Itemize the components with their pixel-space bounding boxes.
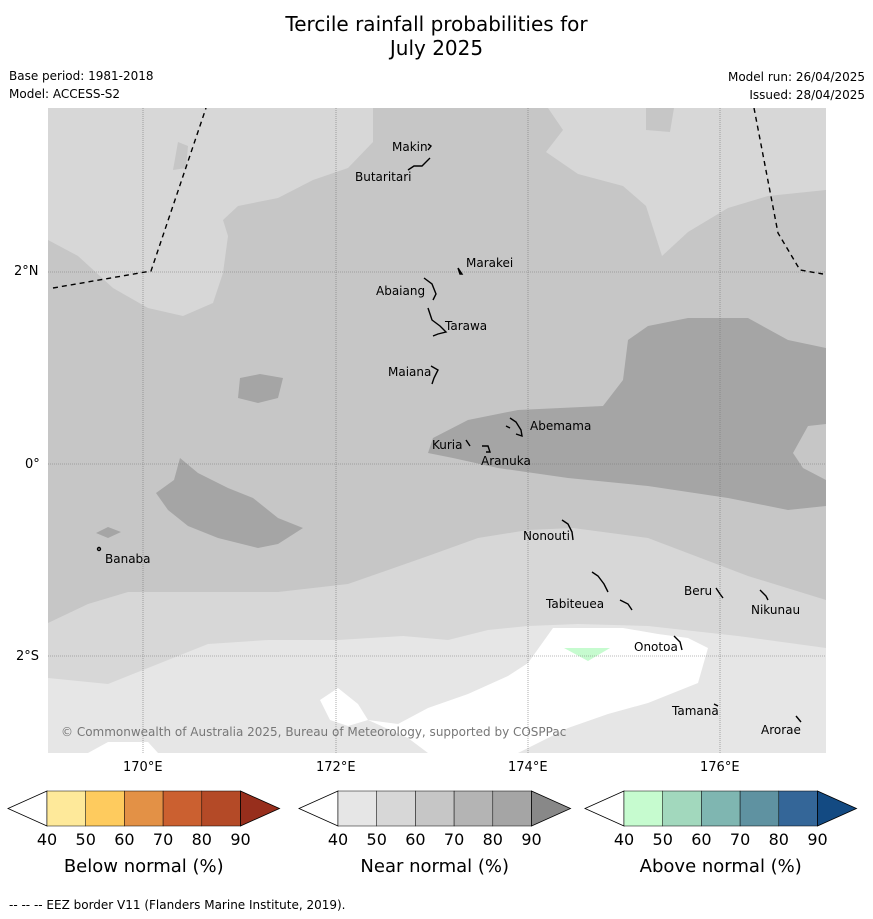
base-period: Base period: 1981-2018 xyxy=(9,69,154,83)
lon-label-174e: 174°E xyxy=(508,760,548,775)
colorbar-above-normal-tick: 50 xyxy=(653,830,673,849)
colorbar-above-normal-segment xyxy=(778,790,818,827)
island-label-maiana: Maiana xyxy=(388,365,431,379)
colorbar-above-normal-tick: 80 xyxy=(769,830,789,849)
island-label-onotoa: Onotoa xyxy=(634,640,678,654)
colorbar-below-normal-segment xyxy=(162,790,203,827)
colorbar-below-normal-tick: 60 xyxy=(114,830,134,849)
colorbar-above-normal-tick: 60 xyxy=(691,830,711,849)
colorbars: 40 50 60 70 80 90 Below normal (%) 40 50 60 70 80 9… xyxy=(7,790,858,877)
island-label-nonouti: Nonouti xyxy=(523,529,570,543)
meta-left: Base period: 1981-2018 Model: ACCESS-S2 xyxy=(9,67,154,103)
colorbar-near-normal-max-arrow xyxy=(531,790,572,827)
map-title-line1: Tercile rainfall probabilities for xyxy=(285,12,588,36)
colorbar-below-normal-tick: 80 xyxy=(192,830,212,849)
lon-label-172e: 172°E xyxy=(316,760,356,775)
colorbar-above-normal-segment xyxy=(701,790,741,827)
footer-note: -- -- -- EEZ border V11 (Flanders Marine… xyxy=(9,898,346,912)
colorbar-near-normal-segment xyxy=(492,790,532,827)
copyright-text: © Commonwealth of Australia 2025, Bureau… xyxy=(61,725,566,739)
colorbar-near-normal-tick: 90 xyxy=(521,830,541,849)
colorbar-near-normal-segment xyxy=(415,790,455,827)
island-outlines xyxy=(96,143,802,723)
island-label-abaiang: Abaiang xyxy=(376,284,425,298)
colorbar-near-normal-min-arrow xyxy=(298,790,339,827)
contour-70-80-tiny xyxy=(96,527,121,538)
colorbar-above-normal-segment xyxy=(662,790,702,827)
colorbar-below-normal-tick: 40 xyxy=(37,830,57,849)
colorbar-above-normal-segment xyxy=(739,790,780,827)
model-run: Model run: 26/04/2025 xyxy=(727,70,865,84)
colorbar-above-normal-segment xyxy=(623,790,663,827)
colorbar-above-normal-tick: 90 xyxy=(807,830,827,849)
model-name: Model: ACCESS-S2 xyxy=(9,87,121,101)
contour-70-80-east xyxy=(428,318,826,510)
island-label-aranuka: Aranuka xyxy=(481,454,531,468)
colorbar-above-normal-title: Above normal (%) xyxy=(640,856,802,877)
contour-70-80-west xyxy=(156,458,303,548)
colorbar-below-normal-segment xyxy=(46,790,86,827)
colorbar-above-normal-tick: 40 xyxy=(614,830,634,849)
lat-label-2n: 2°N xyxy=(14,264,39,279)
white-patch-south xyxy=(320,628,708,753)
island-label-tamana: Tamana xyxy=(671,704,719,718)
colorbar-above-normal-tick: 70 xyxy=(730,830,750,849)
lat-label-2s: 2°S xyxy=(16,649,40,664)
colorbar-below-normal-tick: 90 xyxy=(230,830,250,849)
colorbar-above-normal-min-arrow xyxy=(584,790,625,827)
lon-label-170e: 170°E xyxy=(123,760,163,775)
colorbar-below-normal: 40 50 60 70 80 90 Below normal (%) xyxy=(7,790,281,877)
map-title: Tercile rainfall probabilities for July … xyxy=(0,12,873,60)
contour-70-80-small xyxy=(238,374,283,403)
meta-right: Model run: 26/04/2025 Issued: 28/04/2025 xyxy=(728,68,865,104)
colorbar-below-normal-segment xyxy=(201,790,241,827)
colorbar-below-normal-tick: 70 xyxy=(153,830,173,849)
colorbar-below-normal-segment xyxy=(85,790,125,827)
island-label-tabiteuea: Tabiteuea xyxy=(545,597,604,611)
island-label-makin: Makin xyxy=(392,140,428,154)
colorbar-below-normal-title: Below normal (%) xyxy=(64,856,224,877)
colorbar-near-normal-segment xyxy=(337,790,377,827)
island-label-arorae: Arorae xyxy=(761,723,801,737)
colorbar-near-normal: 40 50 60 70 80 90 Near normal (%) xyxy=(298,790,572,877)
island-label-tarawa: Tarawa xyxy=(444,319,487,333)
island-label-nikunau: Nikunau xyxy=(751,603,800,617)
white-patch-southwest xyxy=(88,742,158,753)
eez-border xyxy=(52,108,824,289)
colorbar-near-normal-tick: 60 xyxy=(405,830,425,849)
island-label-abemama: Abemama xyxy=(530,419,591,433)
island-label-marakei: Marakei xyxy=(466,256,513,270)
island-label-butaritari: Butaritari xyxy=(355,170,412,184)
island-label-kuria: Kuria xyxy=(432,438,463,452)
colorbar-below-normal-tick: 50 xyxy=(76,830,96,849)
contour-60-70-north-patch xyxy=(646,108,674,132)
gridlines xyxy=(48,108,826,753)
colorbar-near-normal-segment xyxy=(453,790,494,827)
colorbar-above-normal-max-arrow xyxy=(817,790,858,827)
map-title-line2: July 2025 xyxy=(389,36,484,60)
above-normal-patch xyxy=(564,648,610,661)
rainfall-map[interactable]: Makin Butaritari Marakei Abaiang Tarawa … xyxy=(48,108,826,753)
colorbar-near-normal-tick: 40 xyxy=(328,830,348,849)
colorbar-near-normal-tick: 70 xyxy=(444,830,464,849)
contour-60-70-nw-strip xyxy=(173,142,188,170)
colorbar-below-normal-min-arrow xyxy=(7,790,48,827)
colorbar-above-normal: 40 50 60 70 80 90 Above normal (%) xyxy=(584,790,858,877)
island-label-banaba: Banaba xyxy=(105,552,151,566)
colorbar-below-normal-max-arrow xyxy=(240,790,281,827)
colorbar-near-normal-tick: 50 xyxy=(367,830,387,849)
colorbar-near-normal-title: Near normal (%) xyxy=(360,856,509,877)
island-label-beru: Beru xyxy=(684,584,712,598)
colorbar-below-normal-segment xyxy=(124,790,164,827)
colorbar-near-normal-segment xyxy=(376,790,416,827)
colorbar-near-normal-tick: 80 xyxy=(483,830,503,849)
issued-date: Issued: 28/04/2025 xyxy=(749,88,865,102)
island-labels: Makin Butaritari Marakei Abaiang Tarawa … xyxy=(105,140,801,737)
lat-label-0: 0° xyxy=(25,457,40,472)
lon-label-176e: 176°E xyxy=(700,760,740,775)
